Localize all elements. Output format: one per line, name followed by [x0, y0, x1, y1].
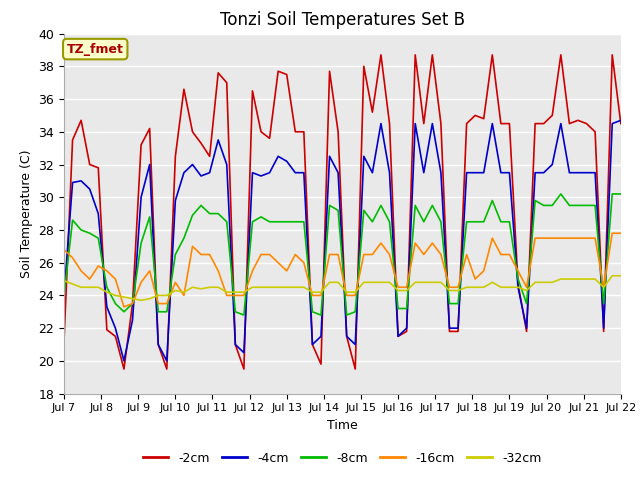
- Title: Tonzi Soil Temperatures Set B: Tonzi Soil Temperatures Set B: [220, 11, 465, 29]
- Text: TZ_fmet: TZ_fmet: [67, 43, 124, 56]
- Legend: -2cm, -4cm, -8cm, -16cm, -32cm: -2cm, -4cm, -8cm, -16cm, -32cm: [138, 447, 547, 469]
- Y-axis label: Soil Temperature (C): Soil Temperature (C): [20, 149, 33, 278]
- X-axis label: Time: Time: [327, 419, 358, 432]
